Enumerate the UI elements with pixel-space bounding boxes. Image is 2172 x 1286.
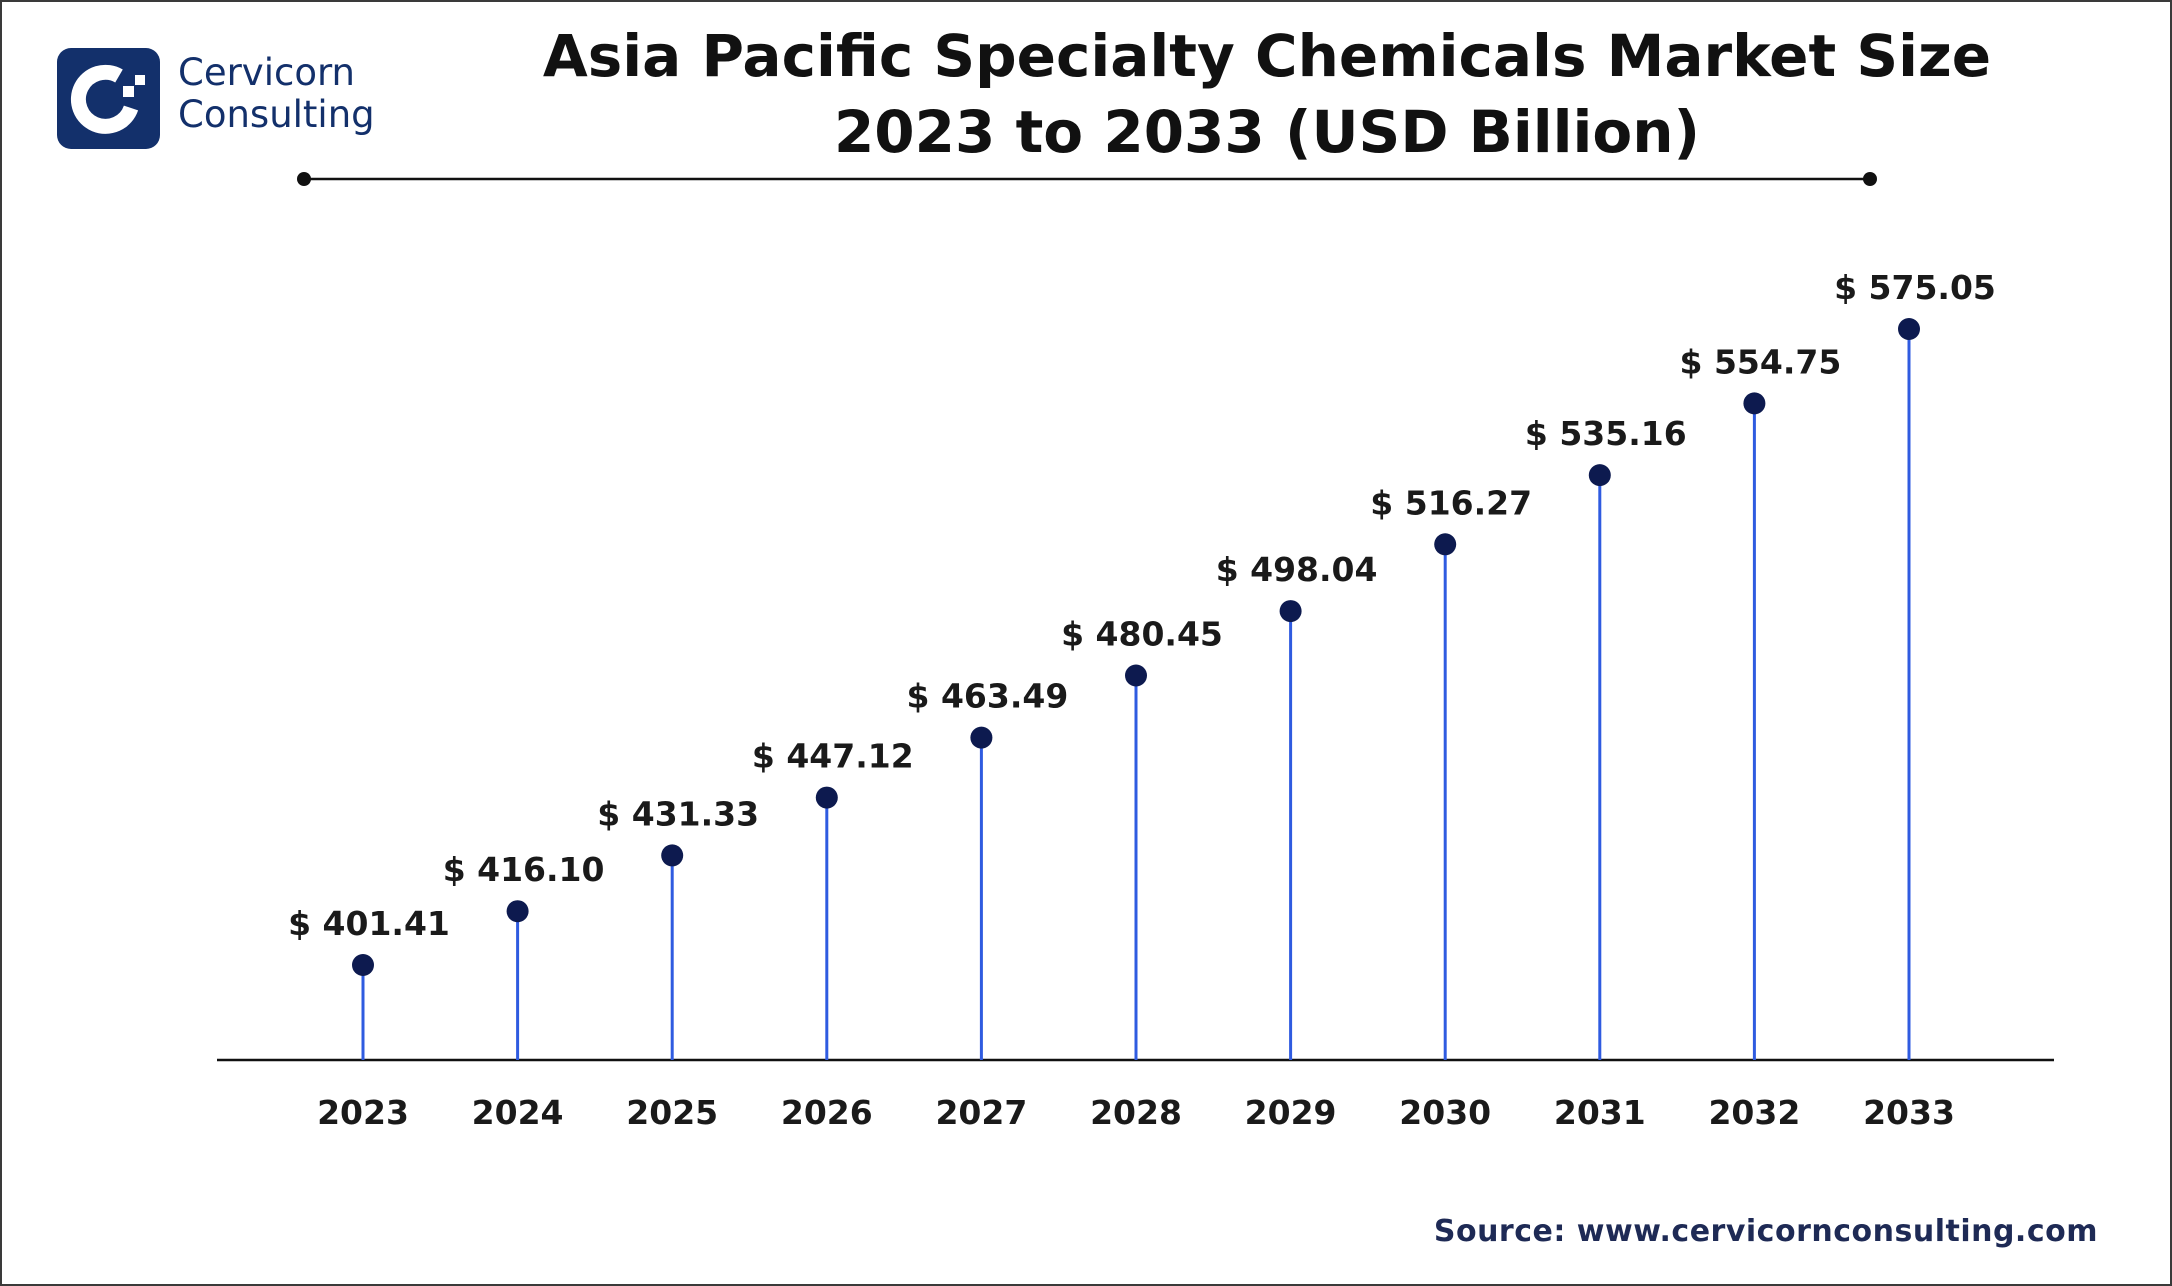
source-text: Source: www.cervicornconsulting.com [1433,1214,2098,1249]
data-point [1434,533,1457,556]
data-label: $ 480.45 [1061,614,1223,653]
data-point [1743,392,1766,415]
x-tick-label: 2032 [1708,1093,1800,1132]
data-point [506,900,529,923]
data-label: $ 516.27 [1370,483,1532,522]
rule-end-dot [1863,172,1877,186]
data-point [1898,318,1920,340]
x-tick-label: 2026 [781,1093,873,1132]
x-tick-label: 2025 [626,1093,718,1132]
data-label: $ 535.16 [1525,414,1687,453]
rule-end-dot [297,172,311,186]
data-point [661,844,684,867]
data-label: $ 575.05 [1834,268,1996,307]
x-tick-label: 2027 [935,1093,1027,1132]
data-label: $ 498.04 [1216,550,1378,589]
data-point [815,786,838,809]
data-point [970,726,993,749]
x-tick-label: 2030 [1399,1093,1491,1132]
data-label: $ 463.49 [907,677,1069,716]
brand-line2: Consulting [178,93,375,136]
title-line2: 2023 to 2033 (USD Billion) [833,98,1701,166]
x-tick-label: 2031 [1554,1093,1646,1132]
brand-line1: Cervicorn [178,51,355,94]
title-line1: Asia Pacific Specialty Chemicals Market … [542,22,1992,90]
x-tick-label: 2023 [317,1093,409,1132]
data-point [352,954,374,976]
data-label: $ 447.12 [752,737,914,776]
x-tick-label: 2033 [1863,1093,1955,1132]
data-point [1588,464,1611,487]
data-label: $ 554.75 [1680,342,1842,381]
data-label: $ 416.10 [443,850,605,889]
x-tick-label: 2028 [1090,1093,1182,1132]
data-label: $ 431.33 [597,794,759,833]
logo-icon [57,48,160,149]
x-tick-label: 2029 [1245,1093,1337,1132]
brand-name: Cervicorn Consulting [178,52,375,136]
data-label: $ 401.41 [288,904,450,943]
chart-title: Asia Pacific Specialty Chemicals Market … [402,18,2132,170]
data-point [1279,600,1302,623]
data-point [1125,664,1147,687]
x-tick-label: 2024 [472,1093,564,1132]
